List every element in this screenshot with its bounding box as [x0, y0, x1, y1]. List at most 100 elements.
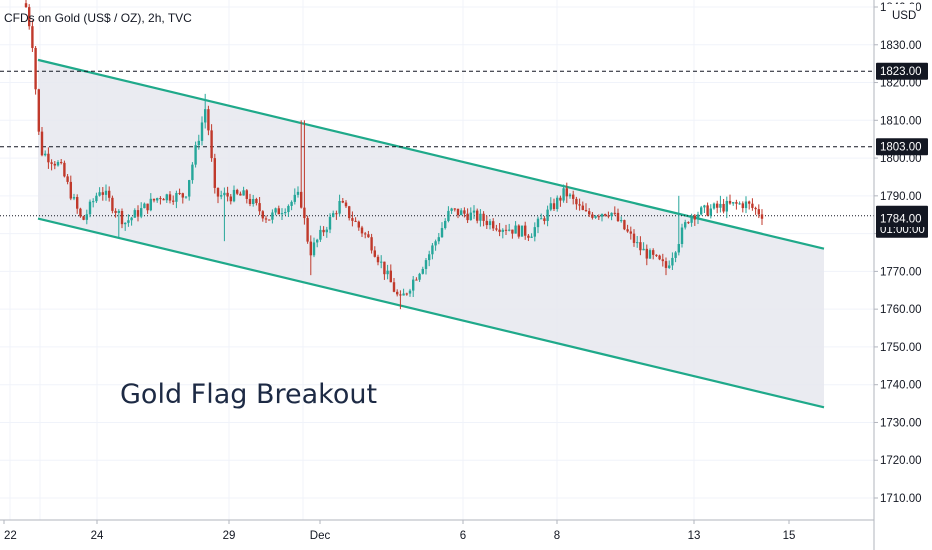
candle-body [639, 242, 642, 251]
candle-body [53, 163, 56, 166]
candle-body [101, 192, 104, 195]
candle-body [389, 270, 392, 283]
candle-body [60, 162, 63, 164]
candle-body [213, 158, 216, 188]
candle-body [623, 220, 626, 230]
candle-body [629, 231, 632, 234]
candle-body [444, 220, 447, 229]
candle-body [479, 213, 482, 221]
candle-body [306, 218, 309, 242]
candle-body [146, 203, 149, 211]
candle-body [472, 210, 476, 213]
candle-body [24, 3, 28, 8]
candle-body [757, 209, 760, 215]
candle-body [524, 225, 527, 236]
candle-body [120, 210, 124, 225]
channel-upper-line [37, 58, 825, 250]
candle-body [684, 222, 687, 228]
candle-body [402, 293, 405, 296]
candle-body [50, 162, 53, 164]
x-tick-label: 13 [688, 530, 701, 542]
candle-body [597, 216, 600, 218]
candle-body [504, 229, 508, 231]
candle-body [741, 203, 744, 209]
candle-body [738, 203, 741, 205]
candle-body [82, 216, 85, 220]
candle-body [357, 221, 360, 228]
candle-body [380, 261, 383, 263]
candle-body [354, 220, 357, 222]
candle-body [642, 248, 645, 251]
candle-body [386, 270, 389, 275]
candle-body [344, 202, 348, 207]
candle-body [66, 176, 69, 182]
candle-body [28, 7, 31, 27]
candle-body [735, 202, 738, 204]
y-tick-label: 1740.00 [880, 380, 922, 392]
candle-body [415, 279, 418, 281]
candle-body [287, 205, 290, 213]
candle-body [690, 215, 693, 223]
candle-body [744, 201, 748, 209]
x-tick-label: 22 [4, 530, 17, 542]
candle-body [367, 234, 370, 238]
candle-body [194, 145, 197, 165]
candle-body [143, 203, 146, 209]
candle-body [671, 257, 674, 266]
candle-body [181, 193, 184, 198]
candle-body [226, 192, 229, 197]
candle-body [514, 225, 517, 234]
y-tick-label: 1750.00 [880, 342, 922, 354]
candle-body [56, 162, 60, 166]
candle-body [495, 228, 498, 230]
candle-body [559, 197, 562, 201]
candle-body [364, 233, 367, 235]
price-tag-bg [876, 138, 928, 156]
candle-body [463, 210, 466, 214]
candle-body [536, 218, 540, 228]
y-tick-label: 1820.00 [880, 78, 922, 90]
candle-body [751, 203, 754, 208]
candle-body [530, 236, 533, 238]
candle-body [207, 109, 210, 131]
candle-body [376, 256, 380, 263]
price-tag-label: 1784.00 [880, 214, 922, 226]
candle-body [293, 194, 296, 202]
candle-body [79, 208, 82, 217]
candle-body [124, 222, 127, 225]
candle-body [351, 218, 354, 221]
channel [37, 58, 825, 409]
candle-body [674, 252, 677, 258]
candle-body [255, 198, 258, 204]
candle-body [85, 214, 88, 220]
candle-body [725, 200, 728, 212]
candle-body [703, 205, 706, 208]
candle-body [716, 203, 719, 208]
candle-body [712, 203, 716, 209]
candle-body [325, 229, 328, 233]
channel-lower-line [37, 217, 825, 409]
candle-body [610, 212, 613, 217]
candle-body [133, 210, 136, 218]
candle-body [223, 192, 226, 196]
candle-body [172, 200, 175, 202]
chart-title: CFDs on Gold (US$ / OZ), 2h, TVC [4, 11, 192, 25]
candle-body [460, 210, 463, 216]
candle-body [664, 261, 668, 268]
candle-body [383, 261, 386, 275]
candle-body [572, 194, 575, 199]
candle-body [264, 218, 268, 220]
candles [24, 0, 764, 310]
candle-body [732, 202, 735, 204]
candle-body [332, 213, 335, 217]
candle-body [268, 219, 271, 221]
candle-body [392, 282, 396, 292]
candle-body [328, 216, 332, 230]
candle-body [565, 188, 568, 197]
candle-body [370, 237, 373, 251]
y-tick-label: 1800.00 [880, 153, 922, 165]
candle-body [498, 229, 501, 232]
candle-body [216, 187, 220, 197]
candle-body [447, 210, 450, 221]
